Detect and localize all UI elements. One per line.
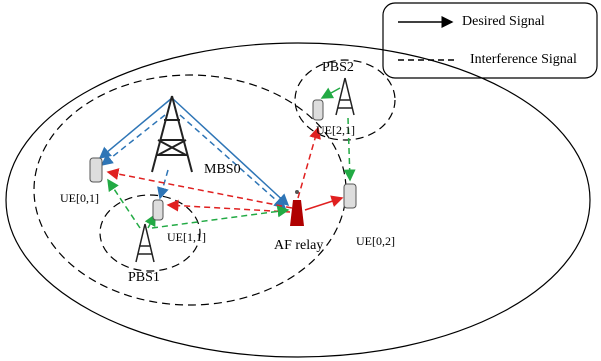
link [322, 88, 340, 98]
legend-label: Interference Signal [470, 52, 577, 67]
legend-label: Desired Signal [462, 14, 545, 29]
phone [153, 200, 163, 220]
link [305, 198, 342, 210]
relay [290, 200, 304, 226]
phones [90, 100, 356, 220]
node-label: MBS0 [204, 162, 241, 177]
node-label: UE[2,1] [316, 123, 355, 137]
node-label: UE[0,2] [356, 234, 395, 248]
node-label: PBS2 [322, 60, 354, 75]
link [100, 98, 172, 158]
macro-tower [152, 96, 192, 172]
diagram: Desired Signal Interference Signal [0, 0, 601, 361]
legend: Desired Signal Interference Signal [383, 3, 597, 78]
link [172, 98, 288, 205]
pico-tower [136, 224, 154, 262]
link [160, 170, 168, 198]
phone [313, 100, 323, 120]
node-label: UE[1,1] [167, 230, 206, 244]
phone [344, 184, 356, 208]
node-label: PBS1 [128, 270, 160, 285]
link [298, 128, 318, 198]
link [108, 180, 140, 228]
link [152, 210, 288, 228]
pico-tower [336, 78, 354, 115]
relay-antenna [295, 190, 299, 194]
phone [90, 158, 102, 182]
node-label: AF relay [274, 238, 323, 253]
node-label: UE[0,1] [60, 191, 99, 205]
link [168, 205, 290, 212]
